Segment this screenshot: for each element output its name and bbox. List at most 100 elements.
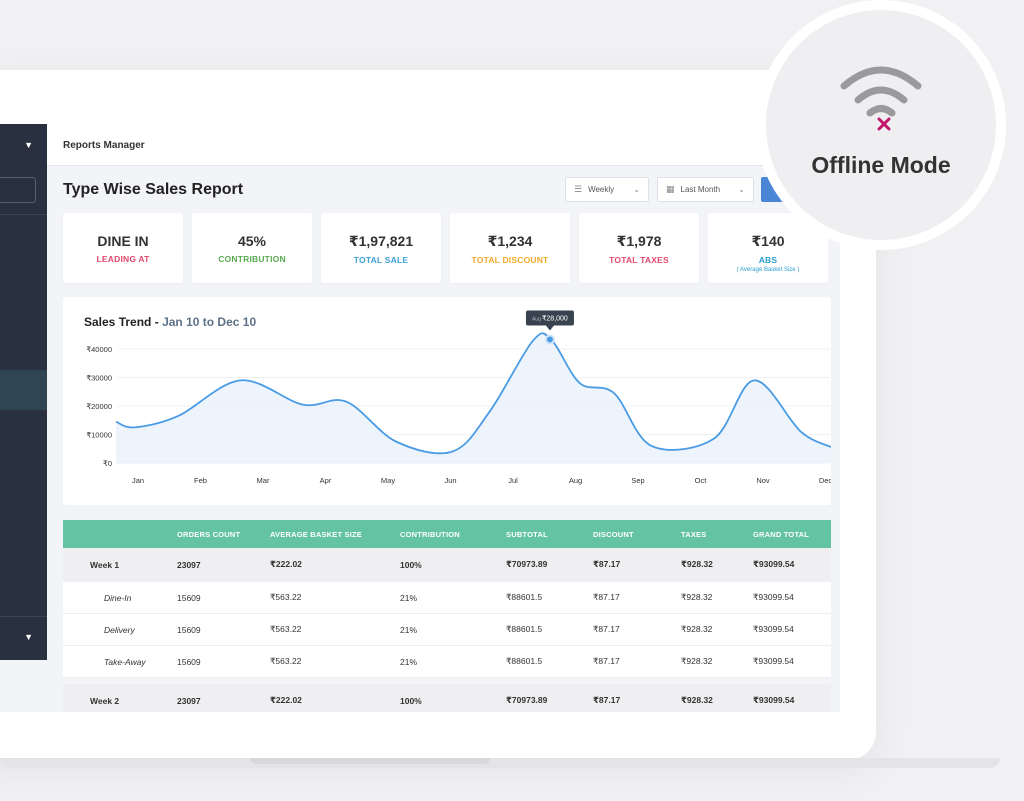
table-row[interactable]: Week 2 23097 ₹222.02 100% ₹70973.89 ₹87.17 ₹92… (63, 684, 831, 712)
stat-card: DINE IN LEADING AT (63, 213, 183, 283)
table-cell: ₹87.17 (593, 559, 621, 569)
table-row[interactable]: Delivery 15609 ₹563.22 21% ₹88601.5 ₹87.17 ₹92… (63, 614, 831, 646)
y-tick-label: ₹10000 (86, 431, 112, 440)
table-cell: Dine-In (104, 592, 132, 603)
laptop-base (0, 758, 1000, 768)
stat-label: LEADING AT (96, 254, 150, 264)
date-range-select[interactable]: ▦ Last Month ⌄ (657, 177, 754, 202)
table-cell: 23097 (177, 695, 201, 706)
table-header-cell: CONTRIBUTION (400, 529, 460, 539)
table-cell: ₹222.02 (270, 695, 302, 705)
chevron-down-icon[interactable]: ▼ (24, 632, 33, 642)
table-cell: 15609 (177, 592, 201, 603)
chart-area (116, 333, 831, 463)
sidebar-divider (0, 214, 47, 215)
x-tick-label: Jun (444, 476, 456, 485)
table-cell: ₹928.32 (681, 559, 713, 569)
table-cell: ₹928.32 (681, 695, 713, 705)
stat-label: TOTAL TAXES (609, 255, 669, 265)
y-tick-label: ₹30000 (86, 374, 112, 383)
chart-title-text: Sales Trend (84, 315, 152, 329)
x-tick-label: Nov (756, 476, 770, 485)
table-row[interactable]: Dine-In 15609 ₹563.22 21% ₹88601.5 ₹87.17 ₹928… (63, 582, 831, 614)
chart-line (115, 332, 831, 455)
table-header-cell: AVERAGE BASKET SIZE (270, 529, 363, 539)
table-cell: ₹563.22 (270, 656, 302, 666)
table-cell: ₹87.17 (593, 624, 620, 634)
stat-value: ₹1,97,821 (348, 233, 414, 249)
table-header-cell: ORDERS COUNT (177, 529, 241, 539)
chevron-down-icon[interactable]: ▼ (24, 140, 33, 150)
tooltip-box (525, 310, 574, 326)
x-tick-label: Aug (569, 476, 582, 485)
table-cell: ₹88601.5 (506, 624, 543, 634)
table-cell: 23097 (177, 559, 201, 570)
offline-badge-inner: Offline Mode (766, 10, 996, 240)
table-cell: ₹93099.54 (753, 656, 794, 666)
offline-badge: Offline Mode (756, 0, 1006, 250)
tooltip-arrow (545, 325, 554, 331)
table-cell: Delivery (104, 624, 135, 635)
table-cell: ₹87.17 (593, 656, 620, 666)
period-select-value: Weekly (588, 185, 615, 194)
sidebar-item-active[interactable] (0, 370, 47, 410)
table-cell: Week 2 (90, 695, 120, 706)
x-tick-label: Sep (631, 476, 644, 485)
table-cell: Week 1 (90, 559, 120, 570)
stat-value: ₹1,978 (616, 233, 662, 249)
stat-label: TOTAL DISCOUNT (471, 255, 549, 265)
chart-title-separator: - (154, 315, 163, 329)
stat-card: ₹1,234 TOTAL DISCOUNT (450, 213, 570, 283)
table-header-cell: SUBTOTAL (506, 529, 548, 539)
x-tick-label: Mar (257, 476, 270, 485)
table-cell: ₹563.22 (270, 592, 302, 602)
table-cell: ₹88601.5 (506, 656, 543, 666)
table-header-cell: GRAND TOTAL (753, 529, 810, 539)
x-tick-label: Oct (695, 476, 708, 485)
table-body: Week 1 23097 ₹222.02 100% ₹70973.89 ₹87.17 ₹92… (63, 548, 831, 712)
table-cell: ₹928.32 (681, 592, 713, 602)
wifi-off-icon (840, 66, 922, 131)
sidebar: ▼ ▼ (0, 124, 47, 660)
table-cell: ₹928.32 (681, 656, 713, 666)
sidebar-search-input[interactable] (0, 177, 36, 203)
table-cell: 21% (400, 656, 418, 667)
sales-table: ORDERS COUNT AVERAGE BASKET SIZE CONTRIBUT… (63, 520, 831, 712)
table-cell: ₹88601.5 (506, 592, 543, 602)
table-header-cell: DISCOUNT (593, 529, 634, 539)
table-cell: ₹87.17 (593, 592, 620, 602)
table-cell: ₹563.22 (270, 624, 302, 634)
offline-label: Offline Mode (811, 152, 951, 178)
x-tick-label: Dec (819, 476, 831, 485)
stat-card: ₹1,97,821 TOTAL SALE (321, 213, 441, 283)
date-range-value: Last Month (680, 185, 721, 194)
y-tick-label: ₹20000 (86, 402, 112, 411)
y-tick-label: ₹0 (103, 459, 112, 468)
table-row[interactable]: Week 1 23097 ₹222.02 100% ₹70973.89 ₹87.17 ₹92… (63, 548, 831, 582)
sales-trend-chart: ₹0 ₹10000 ₹20000 ₹30000 ₹40000 Jan Feb Mar Apr Ma… (86, 310, 831, 485)
table-cell: ₹70973.89 (506, 695, 548, 705)
table-cell: 15609 (177, 624, 201, 635)
table-cell: 15609 (177, 656, 201, 667)
chevron-down-icon: ⌄ (738, 185, 745, 194)
chart-subtitle: Jan 10 to Dec 10 (162, 315, 257, 329)
table-cell: ₹87.17 (593, 695, 621, 705)
table-cell: ₹93099.54 (753, 695, 795, 705)
table-cell: ₹93099.54 (753, 559, 795, 569)
table-cell: ₹93099.54 (753, 624, 794, 634)
y-tick-label: ₹40000 (86, 345, 112, 354)
tooltip-month: Aug (532, 316, 541, 322)
table-row[interactable]: Take-Away 15609 ₹563.22 21% ₹88601.5 ₹87.17 ₹9… (63, 646, 831, 678)
chevron-down-icon: ⌄ (633, 185, 640, 194)
app-screen: ▼ ▼ Reports Manager Type Wise Sales Repo… (0, 124, 840, 712)
table-cell: ₹222.02 (270, 559, 302, 569)
period-select[interactable]: ☰ Weekly ⌄ (565, 177, 649, 202)
x-tick-label: Jul (508, 476, 518, 485)
stat-label: ABS (758, 255, 778, 265)
tooltip-value: ₹28,000 (542, 314, 568, 322)
x-tick-label: Jan (132, 476, 144, 485)
stat-label: TOTAL SALE (353, 255, 409, 265)
chart-title: Sales Trend - Jan 10 to Dec 10 (84, 315, 256, 329)
table-header: ORDERS COUNT AVERAGE BASKET SIZE CONTRIBUT… (63, 520, 831, 548)
main-content: Reports Manager Type Wise Sales Report ☰… (47, 124, 840, 712)
